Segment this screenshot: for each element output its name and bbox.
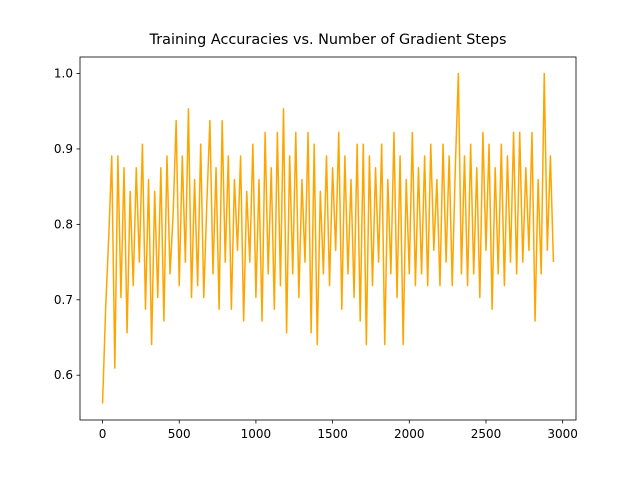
y-tick-label: 0.6 xyxy=(54,368,73,382)
plot-frame xyxy=(79,56,577,421)
y-tick-label: 1.0 xyxy=(54,67,73,81)
y-tick-label: 0.8 xyxy=(54,217,73,231)
x-tick-label: 1000 xyxy=(241,427,272,441)
chart-title: Training Accuracies vs. Number of Gradie… xyxy=(149,32,507,48)
x-tick-label: 500 xyxy=(168,427,191,441)
x-tick-label: 0 xyxy=(99,427,107,441)
y-tick-label: 0.9 xyxy=(54,142,73,156)
x-tick-label: 1500 xyxy=(317,427,348,441)
x-tick-label: 2500 xyxy=(471,427,502,441)
y-tick-label: 0.7 xyxy=(54,293,73,307)
x-tick-label: 3000 xyxy=(547,427,578,441)
x-tick-label: 2000 xyxy=(394,427,425,441)
data-line xyxy=(101,72,555,404)
